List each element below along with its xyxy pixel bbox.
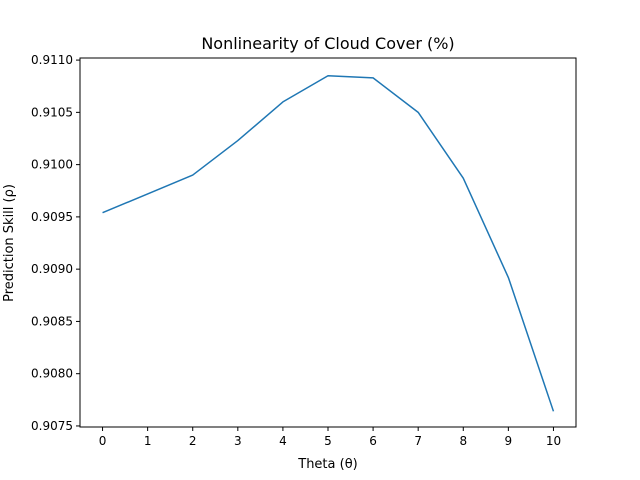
y-tick-label: 0.9085	[31, 314, 73, 328]
x-tick-label: 8	[459, 434, 467, 448]
y-tick-label: 0.9075	[31, 419, 73, 433]
x-tick-label: 5	[324, 434, 332, 448]
series-line-0	[102, 75, 555, 412]
y-tick-label: 0.9095	[31, 210, 73, 224]
x-tick-label: 7	[414, 434, 422, 448]
y-tick-label: 0.9110	[31, 53, 73, 67]
y-tick-label: 0.9100	[31, 158, 73, 172]
x-tick-label: 3	[234, 434, 242, 448]
x-tick-label: 4	[279, 434, 287, 448]
x-tick-label: 10	[546, 434, 561, 448]
x-tick-label: 6	[369, 434, 377, 448]
x-tick-label: 0	[99, 434, 107, 448]
axes-frame	[79, 57, 577, 428]
x-tick-label: 9	[505, 434, 513, 448]
y-tick-label: 0.9080	[31, 367, 73, 381]
y-axis-label: Prediction Skill (ρ)	[2, 184, 17, 302]
x-tick-label: 2	[189, 434, 197, 448]
chart-title: Nonlinearity of Cloud Cover (%)	[201, 34, 454, 53]
x-tick-label: 1	[144, 434, 152, 448]
x-axis-label: Theta (θ)	[297, 457, 357, 472]
plot-area: 0 1 2 3 4 5 6 7 8 9 10 0.9075 0.9080 0.9085 0.9090 0.90…	[31, 53, 577, 448]
y-tick-label: 0.9105	[31, 105, 73, 119]
y-tick-label: 0.9090	[31, 262, 73, 276]
